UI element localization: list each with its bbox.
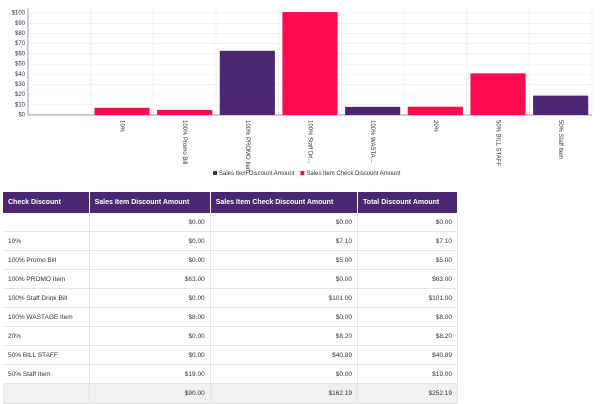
total-row: $90.00 $162.19 $252.19 <box>3 383 458 404</box>
y-tick-label: $10 <box>15 102 26 108</box>
table-cell: $8.20 <box>210 326 359 346</box>
y-tick-label: $90 <box>15 21 26 27</box>
x-tick-label: 100% PROMO Item <box>244 120 250 173</box>
discount-table: Check Discount Sales Item Discount Amount… <box>3 192 458 404</box>
x-tick-label: 100% Promo Bill <box>181 120 187 164</box>
legend-label: Sales Item Discount Amount <box>219 171 295 177</box>
table-row: 50% Staff Item $19.00 $0.00 $19.00 <box>3 364 458 384</box>
table-row: $0.00 $0.00 $0.00 <box>3 213 458 232</box>
table-cell: $0.00 <box>357 213 458 232</box>
header-cell: Sales Item Discount Amount <box>89 192 211 213</box>
bar <box>533 95 589 115</box>
table-row: 20% $0.00 $8.20 $8.20 <box>3 326 458 346</box>
table-cell: $63.00 <box>357 269 458 289</box>
table-cell: 100% PROMO Item <box>3 269 90 289</box>
y-tick-label: $30 <box>15 82 26 88</box>
table-cell: $101.00 <box>357 288 458 308</box>
table-cell: $0.00 <box>89 213 211 232</box>
table-cell <box>3 213 90 232</box>
table-row: 100% WASTAGE Item $8.00 $0.00 $8.00 <box>3 307 458 327</box>
table-cell: $5.00 <box>210 250 359 270</box>
chart: $0 $10 $20 $30 $40 $50 $60 $70 $80 $90 $100 10% 100%… <box>12 8 593 177</box>
table-cell: 50% BILL STAFF <box>3 345 90 365</box>
total-cell: $252.19 <box>357 383 458 404</box>
total-cell <box>3 383 90 404</box>
table-row: 50% BILL STAFF $0.00 $40.89 $40.89 <box>3 345 458 365</box>
table-cell: $0.00 <box>210 307 359 327</box>
header-cell: Sales Item Check Discount Amount <box>210 192 359 213</box>
table-cell: $7.10 <box>210 231 359 251</box>
total-cell: $90.00 <box>89 383 211 404</box>
bar <box>94 107 150 115</box>
x-tick-label: 100% WASTA... <box>369 120 375 163</box>
bar <box>282 12 338 116</box>
table-cell: $0.00 <box>89 231 211 251</box>
table-cell: $8.00 <box>357 307 458 327</box>
table-cell: 20% <box>3 326 90 346</box>
bar <box>219 50 275 115</box>
table-cell: $0.00 <box>210 213 359 232</box>
y-tick-label: $40 <box>15 72 26 78</box>
table-row: 100% Staff Drink Bill $0.00 $101.00 $101.00 <box>3 288 458 308</box>
table-cell: $0.00 <box>89 250 211 270</box>
table-cell: 100% Promo Bill <box>3 250 90 270</box>
legend-swatch <box>213 171 217 175</box>
table-cell: 100% WASTAGE Item <box>3 307 90 327</box>
y-tick-label: $100 <box>12 11 26 17</box>
table-cell: $0.00 <box>210 269 359 289</box>
table-cell: $0.00 <box>210 364 359 384</box>
x-tick-label: 50% BILL STAFF <box>494 120 500 166</box>
table-cell: $101.00 <box>210 288 359 308</box>
y-tick-label: $0 <box>18 113 25 119</box>
x-tick-label: 20% <box>432 120 438 133</box>
table-cell: $19.00 <box>89 364 211 384</box>
y-tick-label: $80 <box>15 31 26 37</box>
y-tick-label: $60 <box>15 51 26 57</box>
x-tick-label: 100% Staff Dri... <box>306 120 312 164</box>
bar <box>157 109 213 115</box>
table-cell: 10% <box>3 231 90 251</box>
table-cell: $7.10 <box>357 231 458 251</box>
table-cell: $0.00 <box>89 345 211 365</box>
table-cell: $0.00 <box>89 326 211 346</box>
table-row: 100% PROMO Item $63.00 $0.00 $63.00 <box>3 269 458 289</box>
table-cell: 100% Staff Drink Bill <box>3 288 90 308</box>
bar <box>470 73 526 115</box>
legend-label: Sales Item Check Discount Amount <box>306 171 400 177</box>
table-cell: $19.00 <box>357 364 458 384</box>
table-row: 10% $0.00 $7.10 $7.10 <box>3 231 458 251</box>
header-cell: Total Discount Amount <box>357 192 458 213</box>
bar <box>407 106 463 115</box>
table-cell: $0.00 <box>89 288 211 308</box>
header-cell: Check Discount <box>3 192 90 213</box>
table-cell: 50% Staff Item <box>3 364 90 384</box>
table-cell: $8.00 <box>89 307 211 327</box>
legend-swatch <box>300 171 305 175</box>
y-tick-label: $20 <box>15 92 26 98</box>
y-tick-label: $70 <box>15 41 26 47</box>
table-cell: $40.89 <box>357 345 458 365</box>
total-cell: $162.19 <box>210 383 359 404</box>
table-cell: $63.00 <box>89 269 211 289</box>
table-cell: $40.89 <box>210 345 359 365</box>
bar <box>345 106 401 115</box>
table-cell: $8.20 <box>357 326 458 346</box>
header-row: Check Discount Sales Item Discount Amount… <box>3 192 458 213</box>
x-tick-label: 50% Staff Item <box>557 120 563 159</box>
table-row: 100% Promo Bill $0.00 $5.00 $5.00 <box>3 250 458 270</box>
table-cell: $5.00 <box>357 250 458 270</box>
y-tick-label: $50 <box>15 62 26 68</box>
x-tick-label: 10% <box>118 120 124 133</box>
